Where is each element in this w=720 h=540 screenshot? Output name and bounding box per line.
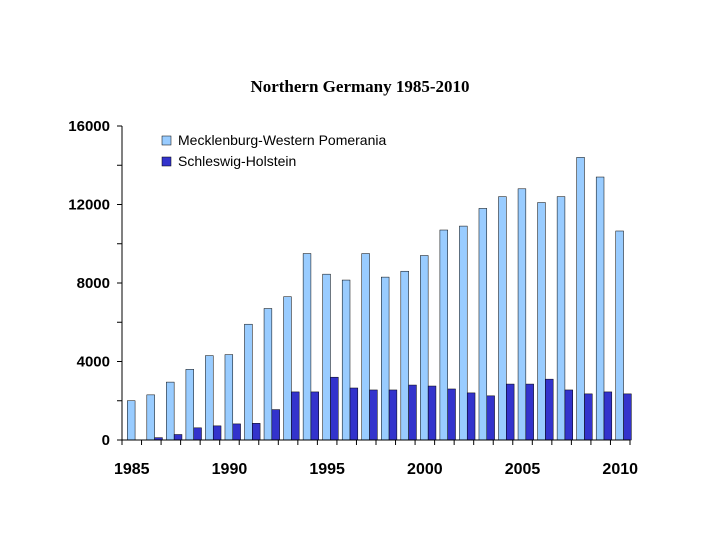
y-tick-label: 12000 bbox=[68, 197, 110, 214]
bar-schleswig bbox=[232, 423, 241, 441]
bar-schleswig bbox=[291, 391, 300, 441]
bar-mecklenburg bbox=[478, 208, 488, 441]
bar-mecklenburg bbox=[127, 400, 136, 441]
bar-mecklenburg bbox=[517, 188, 527, 441]
legend-label: Schleswig-Holstein bbox=[178, 153, 296, 169]
bar-schleswig bbox=[369, 389, 378, 441]
bar-schleswig bbox=[349, 387, 359, 441]
bar-schleswig bbox=[545, 378, 554, 441]
bar-mecklenburg bbox=[302, 253, 312, 441]
bar-mecklenburg bbox=[283, 296, 292, 441]
bar-schleswig bbox=[271, 409, 280, 441]
bar-schleswig bbox=[564, 389, 573, 441]
bar-schleswig bbox=[330, 376, 339, 441]
y-tick-label: 0 bbox=[102, 432, 110, 449]
bar-schleswig bbox=[584, 393, 593, 441]
bar-schleswig bbox=[212, 425, 222, 441]
bar-mecklenburg bbox=[420, 255, 429, 441]
x-tick-label: 2010 bbox=[602, 461, 638, 478]
bar-mecklenburg bbox=[205, 355, 214, 441]
bar-mecklenburg bbox=[166, 381, 175, 441]
bar-mecklenburg bbox=[185, 369, 194, 441]
bar-schleswig bbox=[466, 392, 476, 441]
bar-mecklenburg bbox=[322, 273, 331, 441]
bar-schleswig bbox=[310, 391, 319, 441]
bar-schleswig bbox=[427, 385, 437, 441]
y-tick-label: 16000 bbox=[68, 118, 110, 135]
bar-mecklenburg bbox=[595, 176, 605, 441]
bar-mecklenburg bbox=[224, 354, 234, 441]
legend-label: Mecklenburg-Western Pomerania bbox=[178, 132, 386, 148]
bar-schleswig bbox=[173, 434, 183, 441]
bar-schleswig bbox=[525, 383, 534, 441]
bar-mecklenburg bbox=[400, 270, 409, 441]
y-tick-label: 4000 bbox=[77, 354, 110, 371]
x-tick-label: 2000 bbox=[407, 461, 443, 478]
bar-mecklenburg bbox=[381, 276, 390, 441]
x-tick-label: 1990 bbox=[212, 461, 248, 478]
bar-schleswig bbox=[486, 395, 495, 441]
bar-schleswig bbox=[388, 389, 398, 441]
bar-mecklenburg bbox=[146, 394, 155, 441]
bar-schleswig bbox=[252, 423, 261, 441]
bar-mecklenburg bbox=[576, 157, 585, 441]
bar-schleswig bbox=[623, 393, 632, 441]
bar-schleswig bbox=[447, 388, 456, 441]
bar-mecklenburg bbox=[537, 202, 546, 441]
bar-mecklenburg bbox=[556, 196, 566, 441]
x-tick-label: 2005 bbox=[505, 461, 541, 478]
bar-schleswig bbox=[506, 383, 515, 441]
bar-mecklenburg bbox=[498, 196, 507, 441]
legend-swatch bbox=[161, 156, 172, 167]
bar-mecklenburg bbox=[361, 253, 370, 441]
x-tick-label: 1995 bbox=[309, 461, 345, 478]
bar-schleswig bbox=[193, 427, 202, 441]
chart-title: Northern Germany 1985-2010 bbox=[250, 77, 470, 96]
bar-schleswig bbox=[603, 391, 613, 441]
bar-mecklenburg bbox=[263, 308, 273, 441]
bar-mecklenburg bbox=[244, 323, 253, 441]
bar-mecklenburg bbox=[615, 230, 624, 441]
y-tick-label: 8000 bbox=[77, 275, 110, 292]
bar-mecklenburg bbox=[439, 229, 448, 441]
bar-mecklenburg bbox=[341, 279, 351, 441]
x-tick-label: 1985 bbox=[114, 461, 150, 478]
bar-schleswig bbox=[408, 384, 417, 441]
legend-swatch bbox=[161, 135, 172, 146]
bar-mecklenburg bbox=[459, 225, 468, 441]
